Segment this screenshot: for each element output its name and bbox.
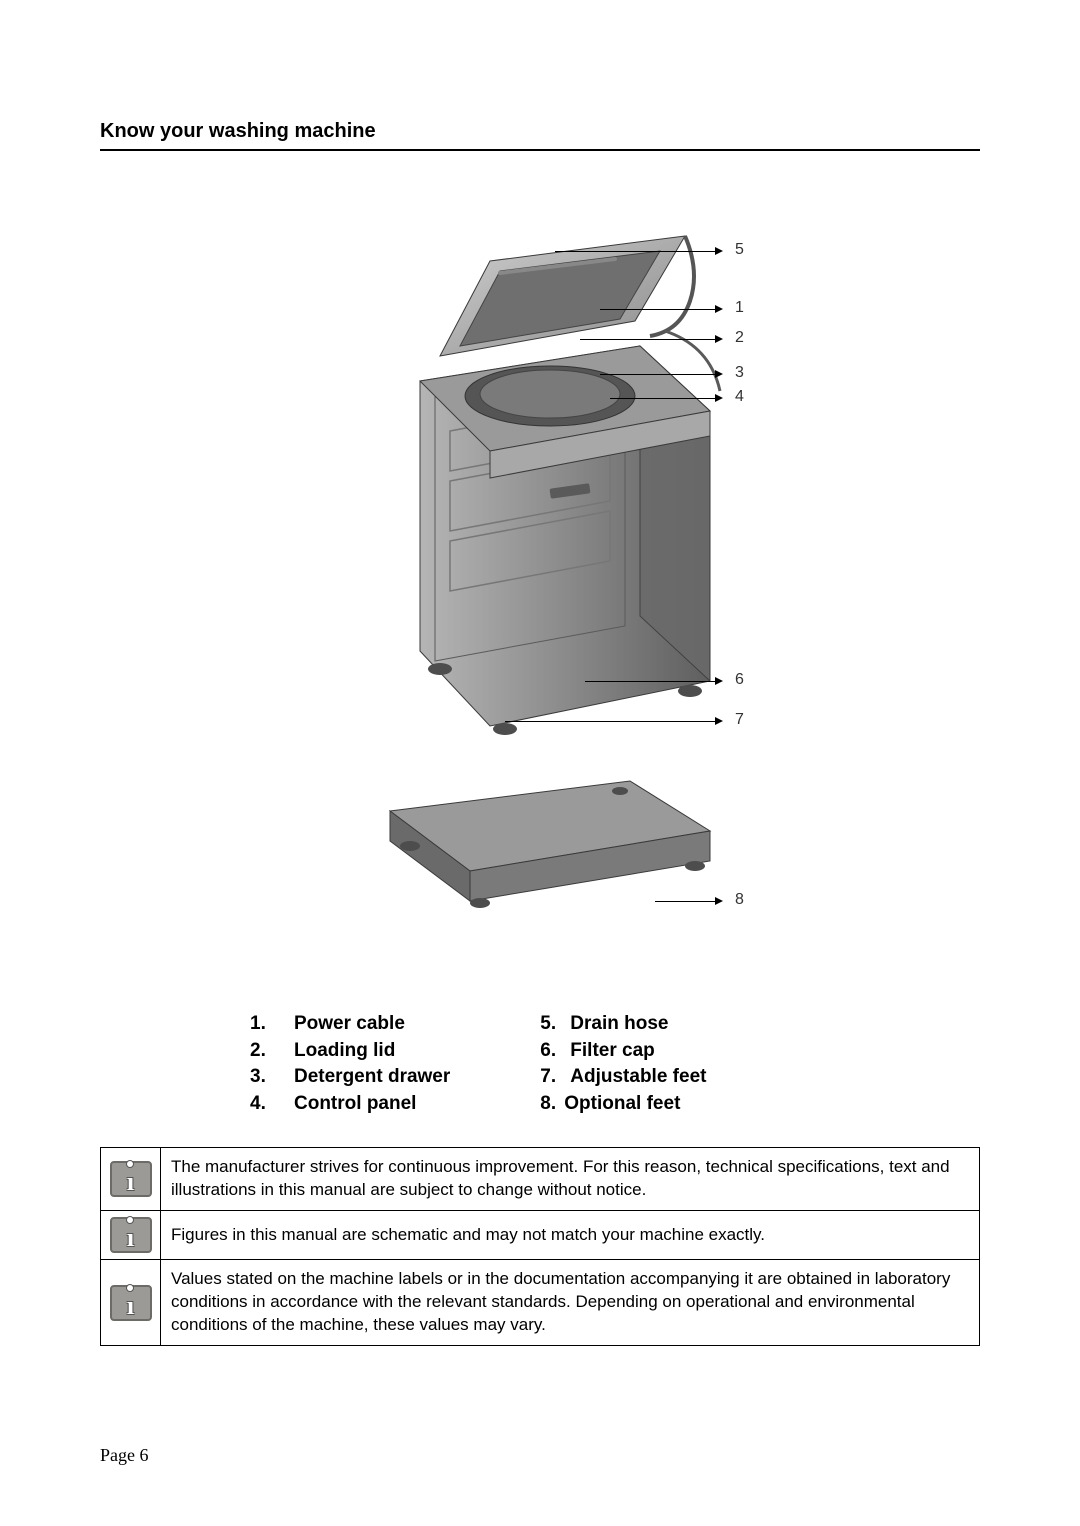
callout-number: 3 bbox=[735, 364, 744, 382]
arrow-icon bbox=[715, 897, 723, 905]
machine-base-illustration bbox=[330, 771, 750, 941]
callout-line bbox=[505, 721, 715, 722]
legend-item: 7.Adjustable feet bbox=[540, 1064, 706, 1091]
section-title: Know your washing machine bbox=[100, 120, 980, 151]
callout-number: 8 bbox=[735, 891, 744, 909]
info-icon-cell: ı bbox=[101, 1211, 161, 1260]
legend-label: Drain hose bbox=[570, 1011, 668, 1038]
legend-number: 2. bbox=[250, 1038, 294, 1065]
washing-machine-illustration bbox=[290, 181, 790, 761]
arrow-icon bbox=[715, 717, 723, 725]
legend-item: 5.Drain hose bbox=[540, 1011, 706, 1038]
legend-label: Filter cap bbox=[570, 1038, 654, 1065]
info-icon-cell: ı bbox=[101, 1260, 161, 1346]
arrow-icon bbox=[715, 305, 723, 313]
legend-number: 1. bbox=[250, 1011, 294, 1038]
legend-label: Power cable bbox=[294, 1011, 405, 1038]
arrow-icon bbox=[715, 677, 723, 685]
info-note-text: The manufacturer strives for continuous … bbox=[161, 1148, 980, 1211]
legend-item: 6.Filter cap bbox=[540, 1038, 706, 1065]
callout-line bbox=[585, 681, 715, 682]
info-notes-table: ı The manufacturer strives for continuou… bbox=[100, 1147, 980, 1346]
legend-item: 1.Power cable bbox=[250, 1011, 450, 1038]
legend-right-column: 5.Drain hose 6.Filter cap 7.Adjustable f… bbox=[540, 1011, 706, 1117]
info-icon: ı bbox=[110, 1285, 152, 1321]
callout-number: 4 bbox=[735, 388, 744, 406]
callout-line bbox=[600, 374, 715, 375]
legend-number: 6. bbox=[540, 1038, 570, 1065]
callout-number: 7 bbox=[735, 711, 744, 729]
arrow-icon bbox=[715, 370, 723, 378]
legend-left-column: 1.Power cable 2.Loading lid 3.Detergent … bbox=[250, 1011, 450, 1117]
info-note-text: Figures in this manual are schematic and… bbox=[161, 1211, 980, 1260]
callout-line bbox=[655, 901, 715, 902]
info-icon-cell: ı bbox=[101, 1148, 161, 1211]
legend-label: Adjustable feet bbox=[570, 1064, 706, 1091]
callout-number: 6 bbox=[735, 671, 744, 689]
callout-line bbox=[555, 251, 715, 252]
legend-label: Loading lid bbox=[294, 1038, 395, 1065]
callout-line bbox=[600, 309, 715, 310]
machine-diagram: 5 1 2 3 4 6 7 8 bbox=[100, 181, 980, 1001]
table-row: ı Values stated on the machine labels or… bbox=[101, 1260, 980, 1346]
legend-item: 8.Optional feet bbox=[540, 1091, 706, 1118]
legend-number: 4. bbox=[250, 1091, 294, 1118]
arrow-icon bbox=[715, 394, 723, 402]
legend-number: 5. bbox=[540, 1011, 570, 1038]
callout-line bbox=[610, 398, 715, 399]
legend-item: 4.Control panel bbox=[250, 1091, 450, 1118]
table-row: ı Figures in this manual are schematic a… bbox=[101, 1211, 980, 1260]
legend-item: 2.Loading lid bbox=[250, 1038, 450, 1065]
callout-number: 2 bbox=[735, 329, 744, 347]
legend-number: 8. bbox=[540, 1091, 564, 1118]
info-icon: ı bbox=[110, 1161, 152, 1197]
legend-number: 7. bbox=[540, 1064, 570, 1091]
legend-label: Detergent drawer bbox=[294, 1064, 450, 1091]
arrow-icon bbox=[715, 335, 723, 343]
legend-label: Optional feet bbox=[564, 1091, 680, 1118]
callout-line bbox=[580, 339, 715, 340]
parts-legend: 1.Power cable 2.Loading lid 3.Detergent … bbox=[250, 1011, 980, 1117]
callout-number: 1 bbox=[735, 299, 744, 317]
legend-item: 3.Detergent drawer bbox=[250, 1064, 450, 1091]
legend-label: Control panel bbox=[294, 1091, 416, 1118]
arrow-icon bbox=[715, 247, 723, 255]
legend-number: 3. bbox=[250, 1064, 294, 1091]
page-number: Page 6 bbox=[100, 1445, 149, 1466]
info-note-text: Values stated on the machine labels or i… bbox=[161, 1260, 980, 1346]
table-row: ı The manufacturer strives for continuou… bbox=[101, 1148, 980, 1211]
callout-number: 5 bbox=[735, 241, 744, 259]
info-icon: ı bbox=[110, 1217, 152, 1253]
